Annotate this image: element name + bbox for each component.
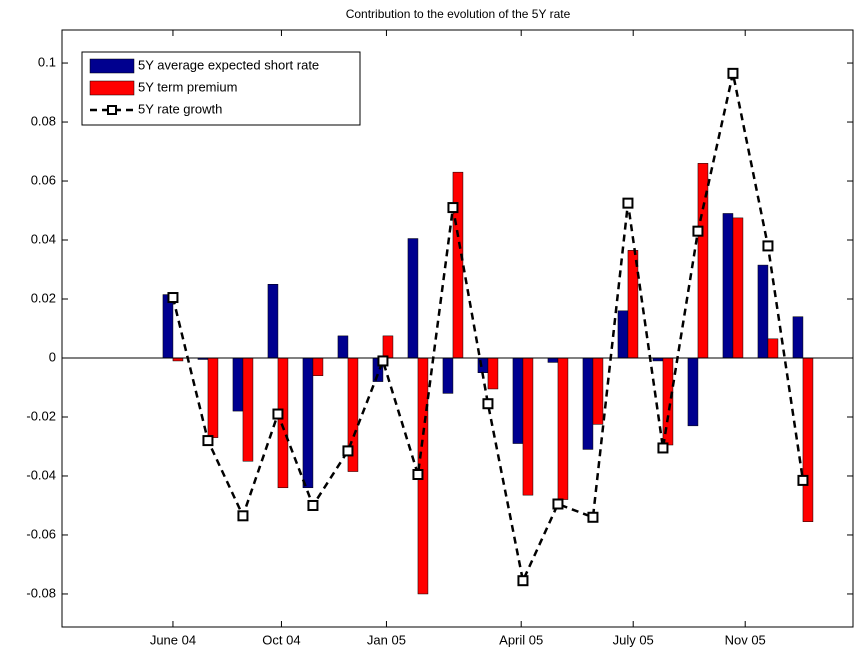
marker [762, 240, 774, 252]
marker [342, 445, 354, 457]
plot-frame [61, 29, 854, 628]
marker [202, 435, 214, 447]
bar [207, 357, 219, 438]
chart-title: Contribution to the evolution of the 5Y … [346, 7, 571, 21]
y-tick-label: -0.02 [26, 408, 56, 423]
legend-swatch [107, 105, 117, 115]
y-tick-label: 0.1 [38, 54, 56, 69]
y-tick-label: 0.04 [31, 231, 56, 246]
x-tick-label: Nov 05 [725, 632, 766, 647]
bar [487, 357, 499, 390]
x-tick-label: April 05 [499, 632, 543, 647]
legend-swatch [89, 58, 135, 74]
bar [792, 316, 804, 359]
bar [382, 335, 394, 359]
x-tick-label: Oct 04 [262, 632, 300, 647]
marker [587, 511, 599, 523]
bar [767, 338, 779, 359]
bar [582, 357, 594, 450]
y-tick-label: 0 [49, 349, 56, 364]
marker [377, 355, 389, 367]
bar [162, 294, 174, 359]
marker [237, 510, 249, 522]
bar [512, 357, 524, 444]
legend-label: 5Y term premium [138, 79, 237, 94]
x-tick-label: June 04 [150, 632, 196, 647]
marker [307, 499, 319, 511]
y-tick-label: 0.02 [31, 290, 56, 305]
bar [732, 217, 744, 359]
legend-label: 5Y average expected short rate [138, 57, 319, 72]
bar [232, 357, 244, 412]
bar [687, 357, 699, 427]
x-tick-label: July 05 [613, 632, 654, 647]
bar [442, 357, 454, 394]
marker [412, 469, 424, 481]
y-tick-label: -0.06 [26, 526, 56, 541]
marker [482, 398, 494, 410]
bar [557, 357, 569, 500]
bar [522, 357, 534, 496]
bar [592, 357, 604, 425]
bar [337, 335, 349, 359]
marker [692, 225, 704, 237]
bar [617, 310, 629, 359]
bar [452, 171, 464, 359]
marker [447, 202, 459, 214]
marker [167, 292, 179, 304]
marker [552, 498, 564, 510]
marker [622, 197, 634, 209]
marker [657, 442, 669, 454]
bar [757, 264, 769, 359]
bar [722, 213, 734, 359]
bar [267, 284, 279, 359]
marker [727, 67, 739, 79]
x-tick-label: Jan 05 [367, 632, 406, 647]
bar [312, 357, 324, 376]
bar [277, 357, 289, 489]
marker [272, 408, 284, 420]
legend-label: 5Y rate growth [138, 101, 222, 116]
marker [797, 474, 809, 486]
y-tick-label: 0.06 [31, 172, 56, 187]
legend-swatch [89, 80, 135, 96]
marker [517, 575, 529, 587]
y-tick-label: 0.08 [31, 113, 56, 128]
y-tick-label: -0.04 [26, 467, 56, 482]
bar [242, 357, 254, 462]
bar [802, 357, 814, 522]
bar [407, 238, 419, 359]
y-tick-label: -0.08 [26, 585, 56, 600]
bar [547, 357, 559, 363]
bar [302, 357, 314, 489]
